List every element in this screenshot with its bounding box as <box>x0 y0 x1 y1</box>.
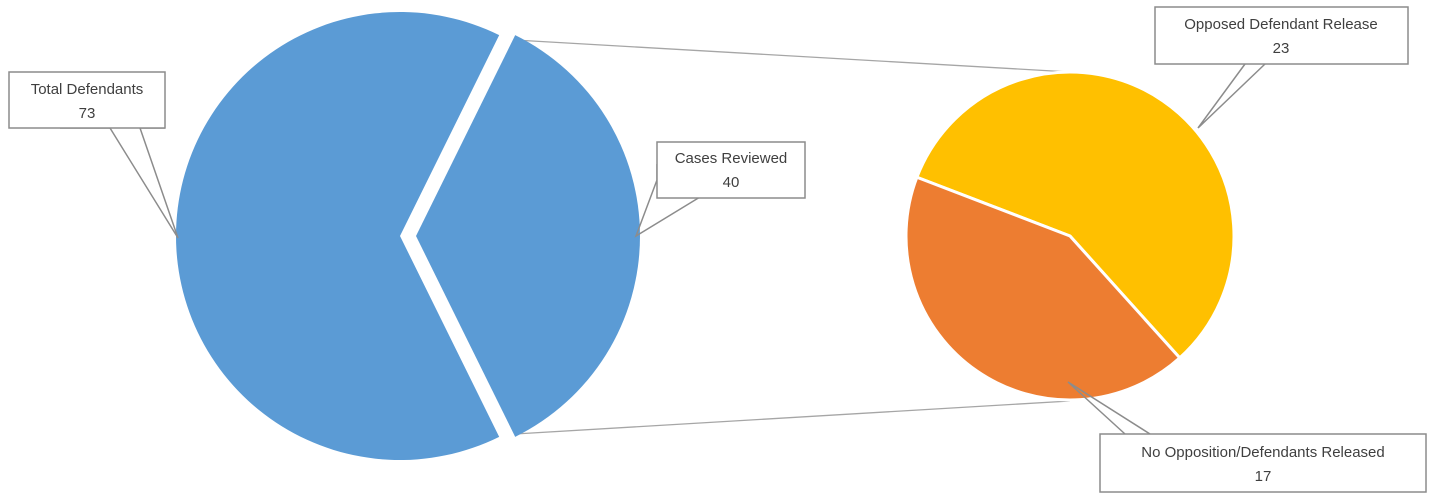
secondary-pie <box>904 70 1236 402</box>
leader-line-no-opposition <box>1067 381 1151 435</box>
pie-slice-no-opposition-defendants-released <box>904 175 1182 402</box>
data-label-total-defendants: Total Defendants 73 <box>8 71 179 239</box>
callout-box-cases-reviewed <box>656 141 806 199</box>
data-label-opposed-release: Opposed Defendant Release 23 <box>1154 6 1409 129</box>
data-label-cases-reviewed: Cases Reviewed 40 <box>634 141 806 238</box>
label-no-opposition-value: 17 <box>1255 468 1272 485</box>
connector-line-top <box>514 39 1071 73</box>
pie-slice-total-defendants <box>175 11 500 460</box>
callout-box-opposed-release <box>1154 6 1409 65</box>
label-total-defendants-value: 73 <box>79 105 96 122</box>
callout-box-no-opposition <box>1099 433 1427 493</box>
pie-slice-cases-reviewed <box>416 35 640 437</box>
leader-line-opposed-release <box>1197 63 1266 129</box>
data-label-no-opposition: No Opposition/Defendants Released 17 <box>1067 381 1427 493</box>
pie-slice-opposed-defendant-release <box>915 70 1236 360</box>
label-cases-reviewed-name: Cases Reviewed <box>675 150 788 167</box>
main-pie <box>175 11 640 460</box>
label-opposed-release-name: Opposed Defendant Release <box>1184 16 1377 33</box>
connector-line-bottom <box>514 400 1071 435</box>
leader-line-total-defendants <box>60 127 179 239</box>
callout-box-total-defendants <box>8 71 166 129</box>
label-opposed-release-value: 23 <box>1273 40 1290 57</box>
label-total-defendants-name: Total Defendants <box>31 81 144 98</box>
label-cases-reviewed-value: 40 <box>723 174 740 191</box>
label-no-opposition-name: No Opposition/Defendants Released <box>1141 444 1385 461</box>
